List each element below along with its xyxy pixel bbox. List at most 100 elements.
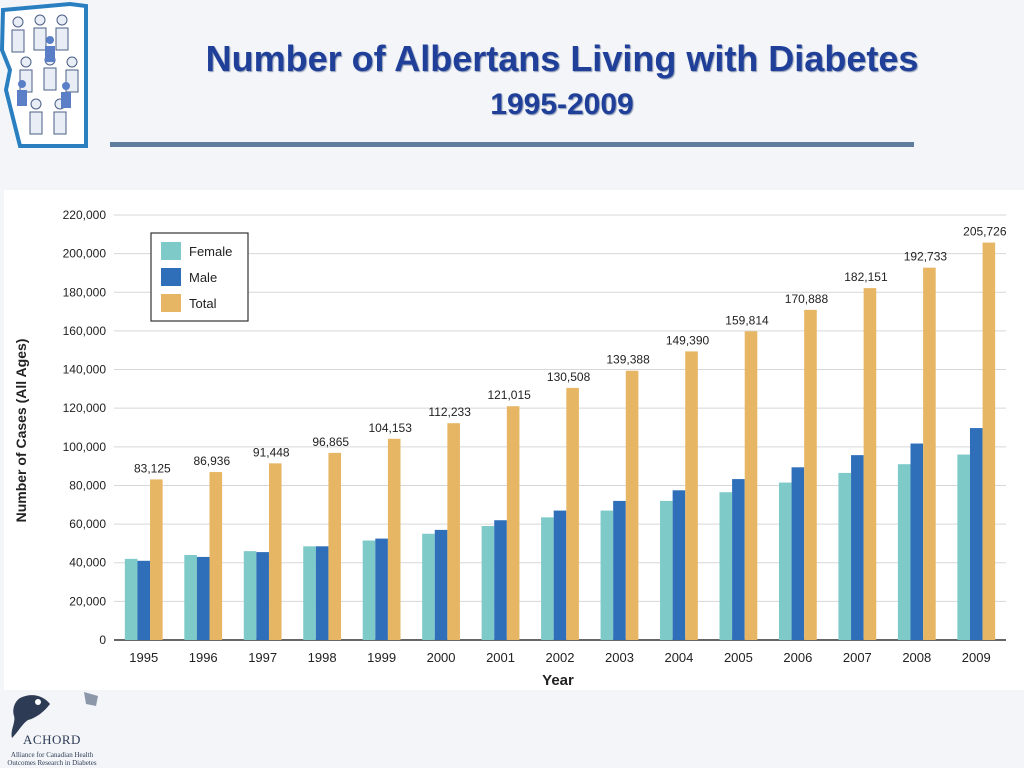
bar-male bbox=[969, 428, 983, 640]
legend-label: Male bbox=[189, 270, 217, 285]
logo-tagline-2: Outcomes Research in Diabetes bbox=[7, 759, 97, 767]
x-tick-label: 2008 bbox=[902, 650, 931, 665]
y-tick-label: 200,000 bbox=[63, 247, 107, 261]
data-label: 121,015 bbox=[487, 388, 531, 402]
bar-female bbox=[243, 551, 257, 640]
diabetes-bar-chart: 0 20,000 40,000 60,000 80,000 100,000 120,000 1… bbox=[13, 208, 1007, 689]
x-tick-label: 1997 bbox=[248, 650, 277, 665]
bar-male bbox=[315, 546, 329, 640]
data-label: 205,726 bbox=[963, 225, 1007, 239]
bar-male bbox=[910, 443, 924, 640]
data-label: 139,388 bbox=[606, 353, 650, 367]
data-label: 182,151 bbox=[844, 270, 888, 284]
bar-male bbox=[613, 500, 626, 640]
bar-female bbox=[481, 526, 495, 640]
y-tick-label: 220,000 bbox=[63, 208, 107, 222]
bar-female bbox=[957, 454, 970, 640]
x-tick-label: 1999 bbox=[367, 650, 396, 665]
bar-male bbox=[434, 529, 448, 640]
x-tick-label: 1996 bbox=[189, 650, 218, 665]
data-label: 192,733 bbox=[904, 250, 948, 264]
bar-male bbox=[375, 538, 388, 640]
bar-female bbox=[362, 540, 376, 640]
achord-logo-icon bbox=[11, 692, 98, 738]
data-label: 83,125 bbox=[134, 461, 171, 475]
bar-total bbox=[982, 242, 996, 640]
bar-female bbox=[778, 482, 792, 640]
bar-female bbox=[422, 533, 435, 640]
bar-female bbox=[600, 510, 614, 640]
title-divider bbox=[110, 142, 914, 147]
data-label: 149,390 bbox=[666, 333, 710, 347]
data-label: 91,448 bbox=[253, 445, 290, 459]
bar-female bbox=[897, 464, 911, 640]
y-tick-label: 20,000 bbox=[69, 594, 106, 608]
data-label: 159,814 bbox=[725, 313, 769, 327]
data-label: 86,936 bbox=[193, 454, 230, 468]
y-tick-label: 180,000 bbox=[63, 285, 107, 299]
x-tick-label: 2009 bbox=[962, 650, 991, 665]
alberta-people-logo-icon bbox=[0, 1, 88, 148]
bar-total bbox=[209, 472, 223, 640]
bar-total bbox=[150, 479, 163, 640]
y-axis-title: Number of Cases (All Ages) bbox=[13, 339, 29, 523]
bar-male bbox=[196, 556, 210, 640]
bar-total bbox=[447, 423, 460, 640]
y-tick-label: 140,000 bbox=[63, 363, 107, 377]
legend-label: Female bbox=[189, 244, 232, 259]
bar-male bbox=[791, 467, 805, 640]
bar-male bbox=[256, 552, 269, 640]
legend-swatch-male bbox=[161, 268, 181, 286]
bar-male bbox=[137, 560, 151, 640]
bar-male bbox=[494, 520, 507, 640]
legend-swatch-total bbox=[161, 294, 181, 312]
x-tick-label: 2006 bbox=[783, 650, 812, 665]
x-tick-label: 2000 bbox=[427, 650, 456, 665]
bar-male bbox=[553, 510, 567, 640]
bar-female bbox=[719, 492, 733, 640]
bar-total bbox=[685, 351, 698, 640]
y-tick-label: 160,000 bbox=[63, 324, 107, 338]
bar-total bbox=[863, 288, 877, 640]
x-tick-label: 2002 bbox=[546, 650, 575, 665]
bar-total bbox=[804, 309, 817, 640]
y-tick-label: 0 bbox=[99, 633, 106, 647]
x-axis-title: Year bbox=[542, 672, 574, 689]
bar-male bbox=[851, 455, 864, 640]
y-tick-label: 40,000 bbox=[69, 556, 106, 570]
slide-title: Number of Albertans Living with Diabetes bbox=[205, 38, 919, 79]
bar-total bbox=[923, 267, 936, 640]
x-tick-label: 1998 bbox=[308, 650, 337, 665]
bar-total bbox=[328, 452, 342, 640]
x-tick-label: 2007 bbox=[843, 650, 872, 665]
bar-total bbox=[744, 331, 758, 640]
bar-female bbox=[303, 546, 316, 640]
data-label: 130,508 bbox=[547, 370, 591, 384]
bar-total bbox=[566, 387, 579, 640]
logo-tagline-1: Alliance for Canadian Health bbox=[10, 751, 94, 759]
y-tick-label: 120,000 bbox=[63, 401, 107, 415]
bar-female bbox=[660, 500, 673, 640]
data-label: 96,865 bbox=[312, 435, 349, 449]
bar-female bbox=[124, 558, 138, 640]
bar-male bbox=[732, 479, 745, 640]
logo-name: ACHORD bbox=[23, 732, 81, 747]
y-tick-label: 100,000 bbox=[63, 440, 107, 454]
data-label: 170,888 bbox=[785, 292, 829, 306]
bar-total bbox=[506, 406, 520, 640]
x-tick-label: 2003 bbox=[605, 650, 634, 665]
y-tick-label: 60,000 bbox=[69, 517, 106, 531]
bar-male bbox=[672, 490, 686, 640]
legend-label: Total bbox=[189, 296, 217, 311]
bar-total bbox=[387, 438, 401, 640]
slide-subtitle: 1995-2009 bbox=[490, 88, 634, 121]
bar-female bbox=[541, 517, 554, 640]
bar-total bbox=[625, 370, 639, 640]
x-tick-label: 1995 bbox=[129, 650, 158, 665]
x-tick-label: 2001 bbox=[486, 650, 515, 665]
bar-female bbox=[838, 472, 852, 640]
y-tick-label: 80,000 bbox=[69, 478, 106, 492]
x-tick-label: 2004 bbox=[664, 650, 693, 665]
bar-total bbox=[268, 463, 282, 640]
